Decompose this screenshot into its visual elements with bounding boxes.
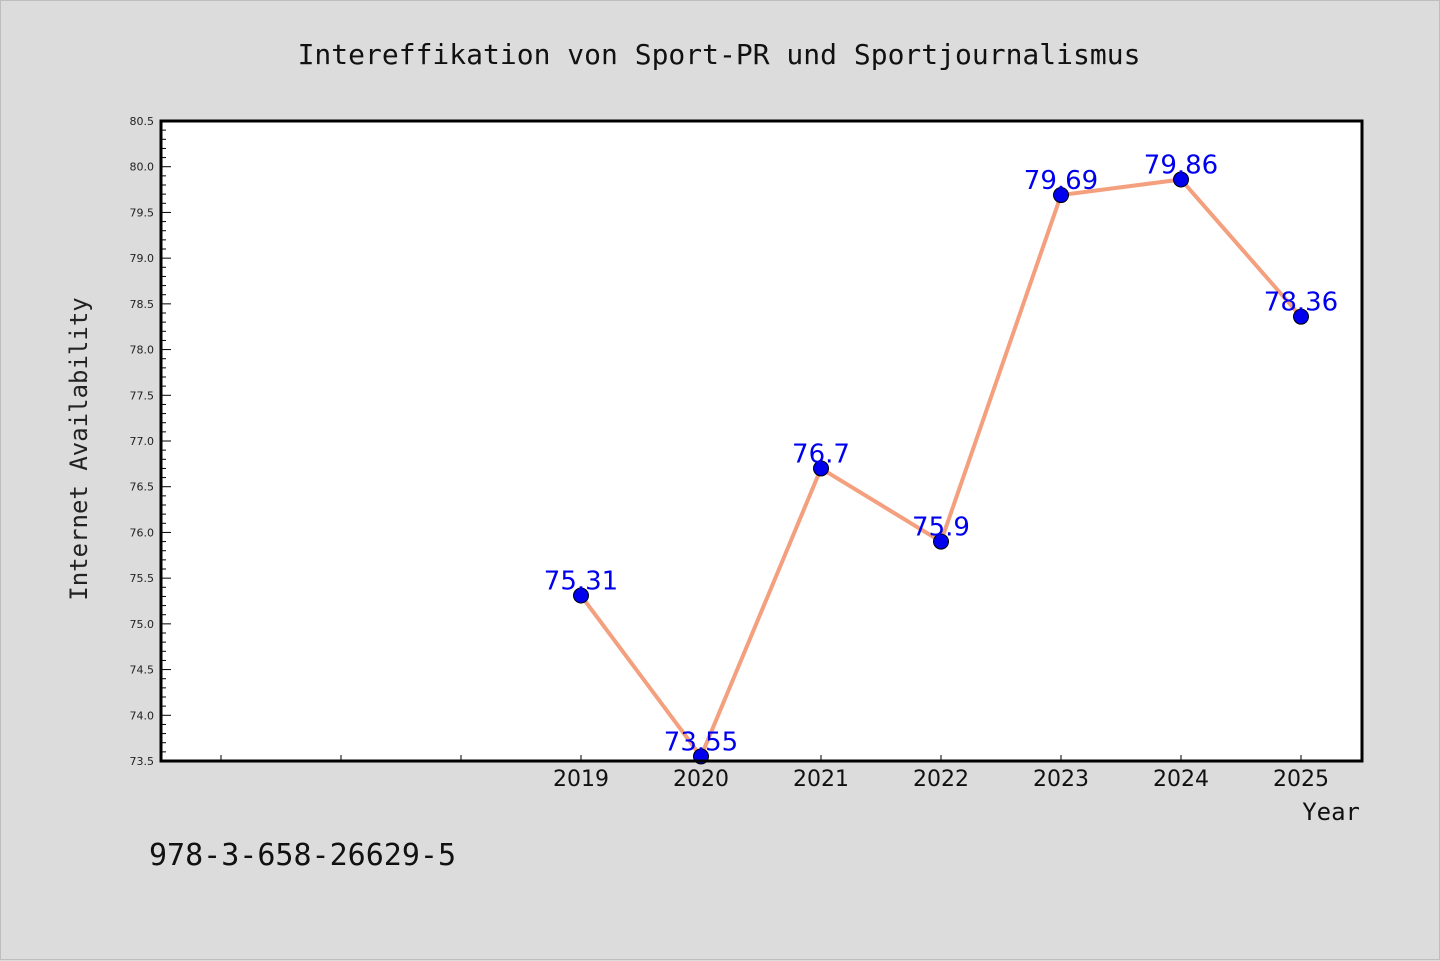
y-tick-label: 77.5 xyxy=(130,389,155,402)
data-point xyxy=(1293,308,1309,325)
data-label: 76.7 xyxy=(792,439,850,469)
x-axis-label: Year xyxy=(1302,798,1360,826)
data-label: 75.31 xyxy=(544,567,618,597)
y-tick-label: 76.5 xyxy=(130,481,155,494)
y-tick-label: 75.5 xyxy=(130,572,155,585)
y-tick-label: 74.0 xyxy=(130,709,155,722)
x-tick-label: 2025 xyxy=(1273,767,1329,792)
y-tick-label: 80.5 xyxy=(130,115,155,128)
y-tick-label: 79.5 xyxy=(130,206,155,219)
y-tick-label: 77.0 xyxy=(130,435,155,448)
data-label: 79.86 xyxy=(1144,151,1218,181)
data-point xyxy=(813,460,829,477)
data-labels: 75.31 73.55 76.7 75.9 79.69 79.86 78.36 xyxy=(544,151,1338,758)
data-point xyxy=(573,587,589,604)
plot-border xyxy=(159,119,1364,763)
x-tick-label: 2020 xyxy=(673,767,729,792)
x-tick-label: 2023 xyxy=(1033,767,1089,792)
data-label: 73.55 xyxy=(664,727,738,757)
x-axis: 2019 2020 2021 2022 2023 2024 2025 xyxy=(220,755,1329,792)
data-point xyxy=(933,533,949,550)
data-point xyxy=(1173,171,1189,188)
chart-title: Intereffikation von Sport-PR und Sportjo… xyxy=(298,38,1141,71)
data-label: 79.69 xyxy=(1024,166,1098,196)
y-tick-label: 75.0 xyxy=(130,618,155,631)
y-tick-label: 78.5 xyxy=(130,298,155,311)
x-tick-label: 2019 xyxy=(553,767,609,792)
data-label: 75.9 xyxy=(912,513,970,543)
x-tick-label: 2022 xyxy=(913,767,969,792)
y-axis-label: Internet Availability xyxy=(65,297,93,600)
y-tick-label: 79.0 xyxy=(130,252,155,265)
y-tick-label: 73.5 xyxy=(130,755,155,768)
y-tick-label: 80.0 xyxy=(130,161,155,174)
y-tick-label: 76.0 xyxy=(130,526,155,539)
x-tick-label: 2024 xyxy=(1153,767,1209,792)
isbn-footer: 978-3-658-26629-5 xyxy=(149,838,456,873)
y-tick-label: 74.5 xyxy=(130,664,155,677)
plot-area xyxy=(161,121,1362,761)
data-label: 78.36 xyxy=(1264,288,1338,318)
data-point xyxy=(1053,187,1069,204)
y-tick-label: 78.0 xyxy=(130,344,155,357)
x-tick-label: 2021 xyxy=(793,767,849,792)
